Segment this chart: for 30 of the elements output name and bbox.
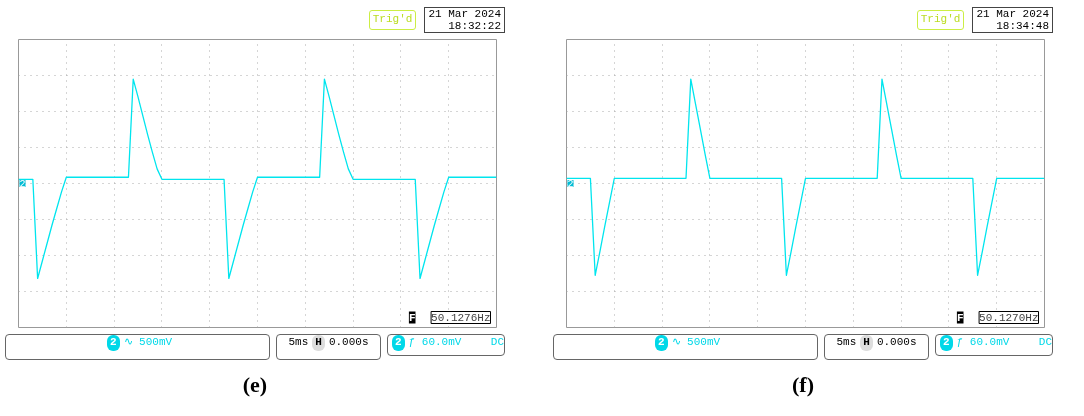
text: ƒ 60.0mV: [408, 336, 462, 348]
text: 0.000s: [328, 336, 369, 348]
text: 50.1276Hz: [431, 311, 491, 324]
text: ∿ 500mV: [123, 336, 173, 348]
text: 21 Mar 2024: [976, 8, 1049, 20]
text: 5ms: [288, 336, 309, 348]
text: DC: [490, 335, 504, 350]
text: (f): [791, 371, 815, 399]
text: Trig'd: [916, 10, 965, 30]
text: 50.1270Hz: [979, 311, 1039, 324]
text: Trig'd: [368, 10, 417, 30]
text: 18:32:22: [448, 20, 501, 32]
text: F: [408, 311, 416, 324]
text: 2: [654, 335, 668, 351]
text: H: [860, 335, 873, 351]
text: ∿ 500mV: [671, 336, 721, 348]
text: (e): [241, 371, 269, 399]
text: 0.000s: [876, 336, 917, 348]
text: 21 Mar 2024: [428, 8, 501, 20]
annotation: 2: [567, 179, 574, 190]
text: 2: [106, 335, 120, 351]
annotation: 2: [19, 179, 26, 190]
text: F: [956, 311, 964, 324]
text: H: [312, 335, 325, 351]
text: 5ms: [836, 336, 857, 348]
text: ƒ 60.0mV: [956, 336, 1010, 348]
text: 2: [392, 335, 405, 351]
text: DC: [1038, 335, 1052, 350]
text: 18:34:48: [996, 20, 1049, 32]
text: 2: [940, 335, 953, 351]
